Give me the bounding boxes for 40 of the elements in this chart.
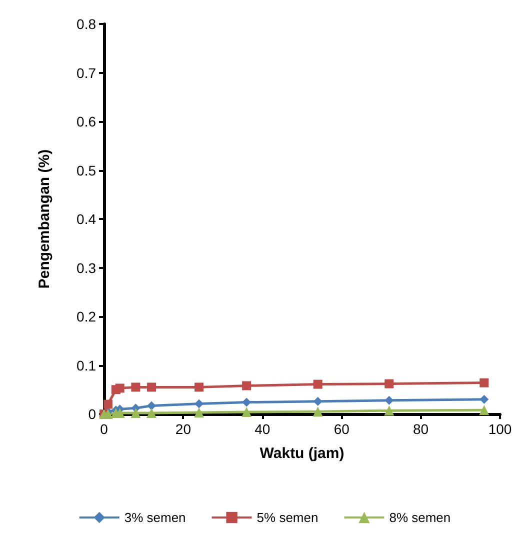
point xyxy=(194,399,204,408)
point xyxy=(384,379,394,388)
point xyxy=(242,381,252,390)
point xyxy=(384,406,394,416)
x-tick-label: 40 xyxy=(254,421,270,437)
point xyxy=(130,408,141,418)
point xyxy=(312,406,323,417)
x-axis-title: Waktu (jam) xyxy=(260,445,344,462)
y-tick-label: 0.4 xyxy=(76,211,96,227)
point xyxy=(194,408,204,418)
y-tick-label: 0.6 xyxy=(76,114,96,130)
legend-label: 5% semen xyxy=(256,510,318,525)
point xyxy=(242,407,252,418)
y-tick-label: 0.1 xyxy=(76,357,96,374)
x-tick-label: 60 xyxy=(334,421,350,437)
point xyxy=(479,405,490,416)
legend-label: 3% semen xyxy=(124,510,186,525)
point xyxy=(147,401,156,410)
point xyxy=(115,384,124,393)
y-tick-label: 0.3 xyxy=(76,260,96,276)
x-tick-label: 80 xyxy=(413,421,429,437)
y-tick-label: 0.8 xyxy=(76,16,96,32)
y-tick-label: 0.7 xyxy=(76,64,96,81)
y-tick-label: 0.5 xyxy=(76,162,96,178)
point xyxy=(147,382,156,392)
point xyxy=(480,378,489,388)
legend-label: 8% semen xyxy=(389,510,451,525)
point xyxy=(480,394,489,404)
x-tick-label: 0 xyxy=(100,421,108,437)
point xyxy=(146,408,157,418)
point xyxy=(313,396,322,406)
point xyxy=(194,382,204,392)
point xyxy=(103,400,112,409)
x-tick-label: 20 xyxy=(175,421,192,437)
point xyxy=(313,380,322,389)
x-tick-label: 100 xyxy=(488,421,512,437)
point xyxy=(131,382,140,392)
y-tick-label: 0 xyxy=(88,406,96,422)
y-tick-label: 0.2 xyxy=(76,308,96,324)
y-axis-title: Pengembangan (%) xyxy=(36,149,53,289)
